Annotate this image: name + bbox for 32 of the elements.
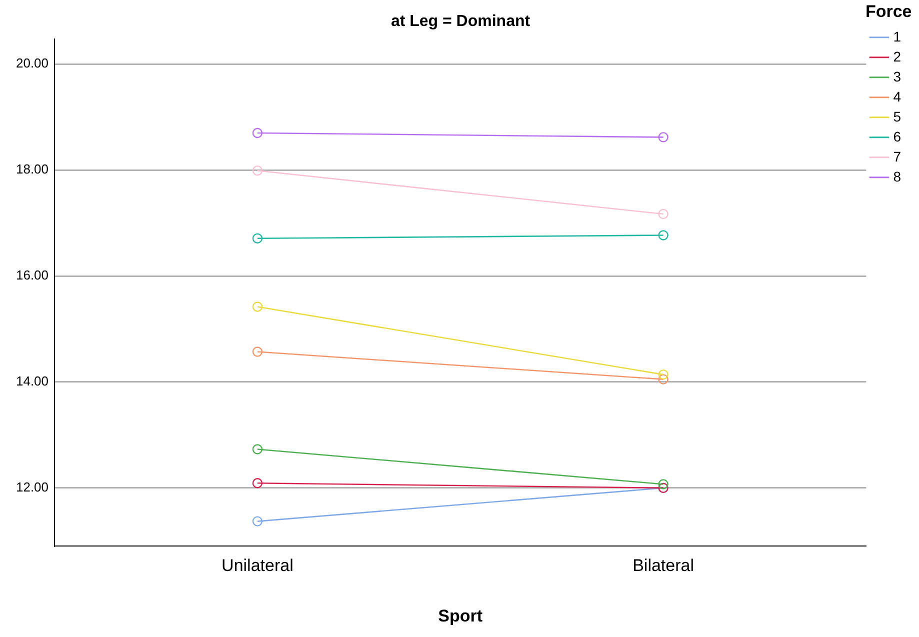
point	[658, 132, 668, 142]
legend-label: 5	[893, 108, 902, 124]
legend-label: 6	[893, 128, 902, 144]
y-tick-label: 18.00	[16, 162, 49, 177]
legend-label: 7	[893, 148, 902, 164]
legend-label: 4	[893, 88, 902, 104]
legend-label: 3	[893, 68, 902, 84]
x-tick-label: Unilateral	[222, 556, 294, 576]
y-tick-label: 16.00	[16, 268, 49, 283]
x-axis-title: Sport	[438, 606, 483, 626]
point	[252, 444, 263, 454]
x-tick-label: Bilateral	[632, 556, 694, 576]
point	[252, 302, 263, 312]
point	[252, 478, 263, 488]
point	[252, 346, 263, 357]
point	[252, 233, 263, 244]
legend-label: 1	[893, 28, 902, 44]
point	[252, 128, 263, 138]
legend-title: Force	[865, 2, 912, 22]
point	[658, 208, 668, 220]
point	[658, 230, 668, 240]
y-tick-label: 14.00	[16, 374, 49, 389]
point	[658, 374, 668, 384]
point	[252, 165, 263, 176]
y-tick-label: 12.00	[16, 480, 49, 494]
chart-title: at Leg = Dominant	[390, 13, 531, 30]
legend-label: 8	[893, 168, 902, 184]
point	[658, 369, 668, 380]
point	[252, 516, 263, 526]
y-tick-label: 20.00	[16, 56, 49, 71]
legend-label: 2	[893, 48, 902, 64]
point	[658, 479, 668, 490]
